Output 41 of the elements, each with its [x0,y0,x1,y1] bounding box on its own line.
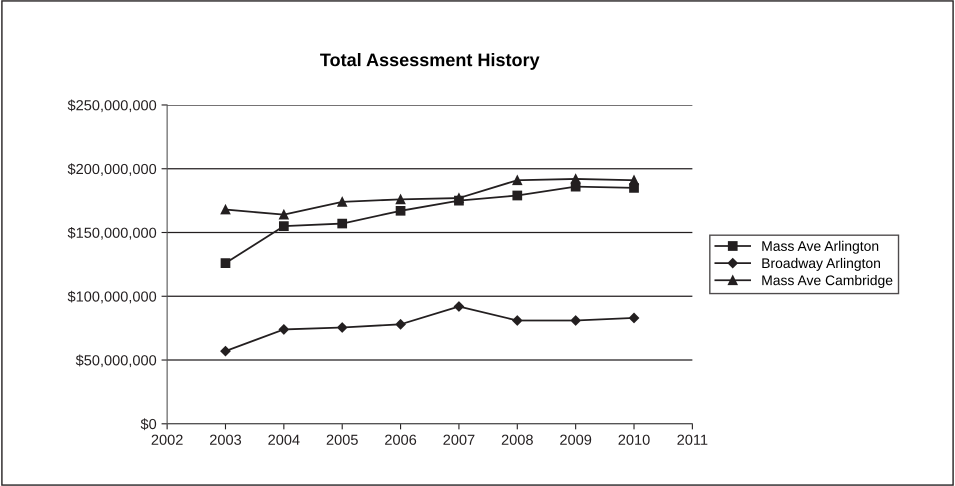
x-tick-label: 2009 [560,434,592,445]
point [337,197,348,207]
y-tick-label: $50,000,000 [76,354,156,368]
point [395,319,406,330]
point [337,322,348,333]
legend-label: Mass Ave Arlington [762,240,878,254]
y-tick-label: $250,000,000 [68,99,156,112]
point [396,194,406,204]
x-tick-label: 2007 [443,434,474,445]
x-tick-label: 2005 [326,434,358,445]
point [396,206,406,216]
point [629,175,639,186]
x-tick-label: 2006 [385,434,416,445]
x-tick-label: 2008 [502,434,533,445]
point [220,258,230,268]
point [220,346,231,356]
point [337,218,348,228]
point [278,210,289,220]
y-tick-label: $200,000,000 [68,163,156,176]
point [570,174,581,184]
x-tick-label: 2010 [618,434,650,445]
x-tick-label: 2003 [210,434,242,445]
point [512,315,522,326]
legend-label: Broadway Arlington [762,258,880,271]
legend-label: Mass Ave Cambridge [762,275,892,288]
point [570,315,581,326]
point [220,204,230,214]
x-tick-label: 2002 [152,434,183,445]
chart-title: Total Assessment History [320,53,540,70]
y-tick-label: $100,000,000 [68,290,156,304]
point [278,221,289,231]
x-tick-label: 2004 [268,434,300,445]
point [454,301,464,312]
point [512,190,522,200]
point [278,324,289,335]
y-tick-label: $0 [140,418,156,430]
point [454,193,464,203]
point [628,312,640,324]
point [512,175,522,186]
x-tick-label: 2011 [677,434,708,445]
y-tick-label: $150,000,000 [68,226,156,240]
